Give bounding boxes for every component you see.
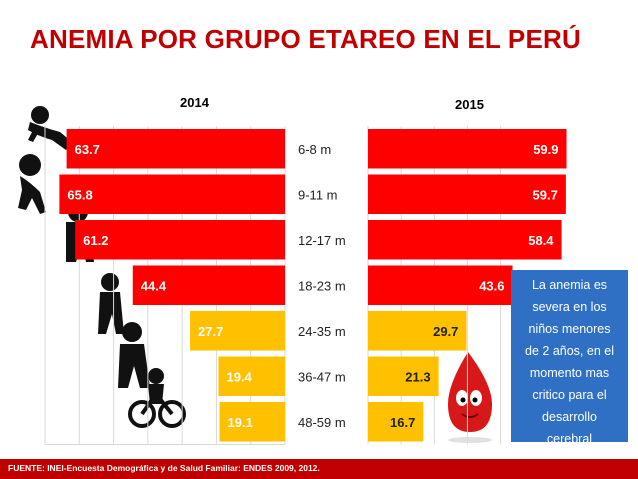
bar-2014-3 (132, 265, 285, 305)
crawling-baby-silhouette-icon (18, 154, 46, 214)
data-label-2015-4: 29.7 (433, 324, 458, 339)
source-text: FUENTE: INEI-Encuesta Demográfica y de S… (8, 463, 320, 473)
child-silhouette-icon (98, 273, 124, 334)
bar-2014-4 (190, 311, 285, 351)
bar-2015-0 (368, 129, 567, 169)
note-line: La anemia es (531, 278, 608, 292)
baby-silhouette-icon (28, 106, 72, 150)
info-note-box: La anemia es severa en los niños menores… (511, 270, 628, 446)
data-label-2014-2: 61.2 (83, 233, 108, 248)
page-title: ANEMIA POR GRUPO ETAREO EN EL PERÚ (30, 24, 581, 54)
chart-2015-title: 2015 (455, 97, 484, 112)
blood-drop-mascot-icon (448, 352, 492, 443)
bar-2014-5 (218, 356, 285, 396)
bar-2014-6 (219, 402, 285, 442)
category-label-2: 12-17 m (298, 233, 346, 248)
note-line: niños menores (528, 322, 611, 336)
category-label-0: 6-8 m (298, 142, 331, 157)
child-silhouette-icon (118, 322, 150, 388)
chart-2014-title: 2014 (180, 95, 209, 110)
bar-2014-2 (75, 220, 286, 260)
bar-2015-2 (368, 220, 562, 260)
bar-2015-6 (368, 402, 424, 442)
bar-2015-3 (368, 265, 513, 305)
data-label-2014-4: 27.7 (198, 324, 223, 339)
data-label-2014-6: 19.1 (228, 415, 253, 430)
data-label-2015-6: 16.7 (390, 415, 415, 430)
data-label-2015-1: 59.7 (533, 187, 558, 202)
category-label-4: 24-35 m (298, 324, 346, 339)
bar-2015-4 (368, 311, 467, 351)
child-silhouette-icon (148, 368, 164, 404)
data-label-2015-5: 21.3 (405, 369, 430, 384)
data-label-2014-0: 63.7 (75, 142, 100, 157)
note-line: de 2 años, en el (525, 344, 614, 358)
data-label-2014-1: 65.8 (67, 187, 92, 202)
note-line: cerebral (546, 432, 593, 446)
bar-2014-0 (66, 129, 285, 169)
data-label-2014-5: 19.4 (226, 369, 252, 384)
bar-2015-1 (368, 174, 566, 214)
category-label-6: 48-59 m (298, 415, 346, 430)
note-line: momento mas (529, 366, 610, 380)
note-line: critico para el (532, 388, 607, 402)
note-line: desarrollo (542, 410, 597, 424)
source-footer: FUENTE: INEI-Encuesta Demográfica y de S… (0, 459, 638, 479)
data-label-2015-2: 58.4 (528, 233, 554, 248)
bar-2014-1 (59, 174, 286, 214)
data-label-2014-3: 44.4 (141, 278, 167, 293)
data-label-2015-3: 43.6 (479, 278, 504, 293)
bar-2015-5 (368, 356, 439, 396)
category-label-5: 36-47 m (298, 369, 346, 384)
note-line: severa en los (532, 300, 607, 314)
category-label-3: 18-23 m (298, 278, 346, 293)
data-label-2015-0: 59.9 (533, 142, 558, 157)
category-label-1: 9-11 m (298, 187, 338, 202)
